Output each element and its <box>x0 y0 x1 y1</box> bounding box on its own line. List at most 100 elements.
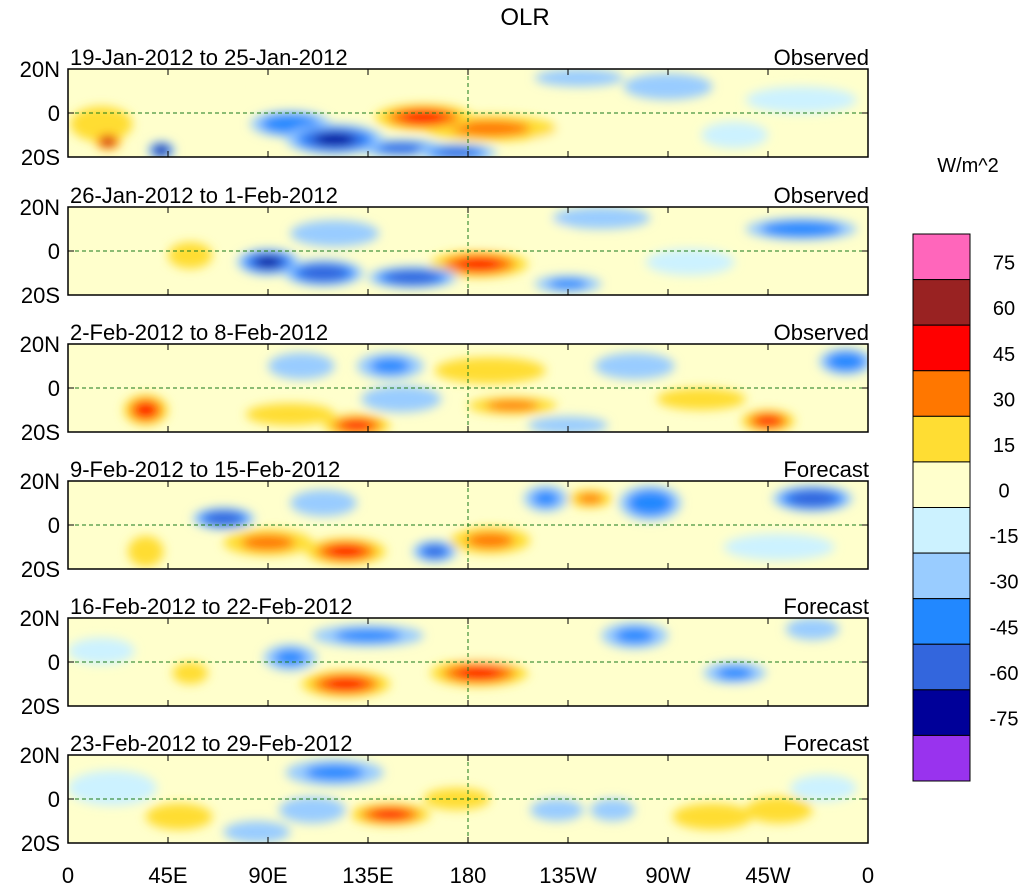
colorbar-swatch <box>912 507 971 554</box>
anomaly-mark <box>456 258 502 271</box>
panel-kind: Forecast <box>783 594 869 619</box>
panel-1: 20N 0 20S 19-Jan-2012 to 25-Jan-2012 Observe… <box>20 45 869 170</box>
y-tick-label: 20S <box>21 145 60 170</box>
y-tick-label: 20S <box>21 557 60 582</box>
y-tick-label: 0 <box>48 787 60 812</box>
x-tick-label: 45E <box>148 863 187 887</box>
colorbar-label: 0 <box>998 481 1009 503</box>
panel-period: 2-Feb-2012 to 8-Feb-2012 <box>70 320 328 345</box>
anomaly-mark <box>534 126 668 153</box>
anomaly-mark <box>341 420 373 431</box>
anomaly-mark <box>534 69 624 87</box>
colorbar-label: 30 <box>993 389 1015 411</box>
anomaly-mark <box>377 391 426 407</box>
y-tick-label: 0 <box>48 239 60 264</box>
y-tick-label: 20N <box>20 606 60 631</box>
colorbar-label: -30 <box>990 572 1019 594</box>
anomaly-mark <box>400 111 447 124</box>
colorbar-label: 75 <box>993 253 1015 275</box>
panel-2: 20N 0 20S 26-Jan-2012 to 1-Feb-2012 Observed <box>20 183 869 308</box>
y-tick-label: 20S <box>21 831 60 856</box>
anomaly-mark <box>785 618 840 640</box>
anomaly-mark <box>456 640 591 662</box>
y-tick-label: 0 <box>48 650 60 675</box>
colorbar-label: -60 <box>990 663 1019 685</box>
anomaly-mark <box>168 242 213 269</box>
colorbar-swatch <box>912 689 971 736</box>
colorbar-label: 15 <box>993 435 1015 457</box>
anomaly-mark <box>68 770 157 806</box>
anomaly-mark <box>327 545 365 558</box>
anomaly-mark <box>438 148 476 157</box>
panel-period: 26-Jan-2012 to 1-Feb-2012 <box>70 183 338 208</box>
colorbar-swatch <box>912 552 971 600</box>
anomaly-mark <box>576 493 604 504</box>
colorbar-label: 45 <box>993 344 1015 366</box>
anomaly-mark <box>379 500 468 528</box>
colorbar: 75 60 45 30 15 0 -15 -30 -45 -60 -75 <box>912 233 1019 782</box>
panel-period: 19-Jan-2012 to 25-Jan-2012 <box>70 45 348 70</box>
panel-3: 20N 0 20S 2-Feb-2012 to 8-Feb-2012 Observed <box>20 320 869 445</box>
anomaly-mark <box>135 402 157 418</box>
anomaly-mark <box>274 649 307 666</box>
colorbar-label: 60 <box>993 298 1015 320</box>
anomaly-mark <box>450 120 531 137</box>
panel-kind: Observed <box>774 320 869 345</box>
anomaly-mark <box>701 121 769 149</box>
colorbar-swatch <box>912 370 971 417</box>
anomaly-mark <box>532 490 560 507</box>
colorbar-swatch <box>912 324 971 372</box>
anomaly-mark <box>308 225 362 242</box>
anomaly-mark <box>456 215 568 243</box>
y-tick-label: 0 <box>48 513 60 538</box>
anomaly-mark <box>315 133 355 146</box>
anomaly-mark <box>466 532 515 549</box>
anomaly-mark <box>672 803 753 830</box>
colorbar-swatch <box>912 233 971 281</box>
y-tick-label: 20S <box>21 283 60 308</box>
anomaly-mark <box>424 546 446 557</box>
anomaly-mark <box>796 493 829 504</box>
colorbar-label: -75 <box>990 708 1019 730</box>
anomaly-mark <box>540 803 573 817</box>
y-tick-label: 20N <box>20 469 60 494</box>
y-tick-label: 0 <box>48 101 60 126</box>
panel-kind: Forecast <box>783 731 869 756</box>
anomaly-mark <box>211 514 236 523</box>
anomaly-mark <box>528 416 608 432</box>
anomaly-mark <box>102 138 114 146</box>
y-tick-label: 20S <box>21 420 60 445</box>
anomaly-mark <box>635 494 665 512</box>
anomaly-mark <box>645 248 735 276</box>
panel-kind: Observed <box>774 45 869 70</box>
anomaly-mark <box>223 821 291 843</box>
anomaly-mark <box>127 536 164 567</box>
panel-5: 20N 0 20S 16-Feb-2012 to 22-Feb-2012 Forecas… <box>20 594 869 719</box>
anomaly-field <box>70 69 857 157</box>
colorbar-units: W/m^2 <box>937 155 999 177</box>
anomaly-mark <box>590 799 635 821</box>
colorbar-swatch <box>912 415 971 463</box>
anomaly-mark <box>745 86 857 114</box>
anomaly-mark <box>307 267 340 279</box>
anomaly-mark <box>380 144 423 153</box>
anomaly-field <box>68 759 857 843</box>
anomaly-mark <box>485 400 540 411</box>
anomaly-mark <box>68 637 135 665</box>
y-tick-label: 20N <box>20 743 60 768</box>
x-tick-label: 0 <box>62 863 74 887</box>
y-tick-label: 0 <box>48 376 60 401</box>
colorbar-swatch <box>912 643 971 691</box>
panel-period: 16-Feb-2012 to 22-Feb-2012 <box>70 594 353 619</box>
panel-period: 23-Feb-2012 to 29-Feb-2012 <box>70 731 353 756</box>
colorbar-swatch <box>912 734 971 782</box>
anomaly-mark <box>305 764 364 781</box>
y-tick-label: 20S <box>21 694 60 719</box>
x-tick-label: 135E <box>342 863 393 887</box>
anomaly-field <box>72 207 857 293</box>
anomaly-mark <box>572 211 631 225</box>
anomaly-mark <box>755 415 781 427</box>
x-axis: 0 45E 90E 135E 180 135W 90W 45W 0 <box>62 863 874 887</box>
anomaly-mark <box>456 666 502 680</box>
